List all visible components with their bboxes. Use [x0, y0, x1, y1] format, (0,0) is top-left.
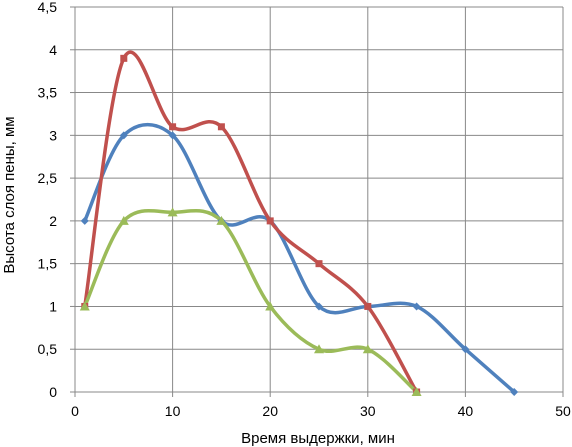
- y-tick-label: 4,5: [38, 0, 58, 15]
- data-point-marker: [411, 387, 422, 396]
- series-line-2: [83, 50, 419, 394]
- y-tick-label: 0,5: [38, 341, 58, 357]
- data-point-marker: [119, 131, 128, 140]
- data-point-marker: [217, 123, 225, 131]
- data-point-marker: [412, 302, 421, 311]
- data-point-marker: [461, 345, 470, 354]
- x-tick-label: 20: [262, 403, 278, 419]
- y-tick-label: 2,5: [38, 170, 58, 186]
- data-point-marker: [167, 207, 178, 217]
- data-point-marker: [79, 301, 90, 311]
- data-point-marker: [120, 54, 128, 62]
- data-point-marker: [118, 215, 129, 225]
- data-point-marker: [364, 302, 372, 310]
- data-point-marker: [510, 388, 519, 396]
- data-point-marker: [315, 302, 323, 311]
- data-point-marker: [265, 301, 276, 311]
- x-tick-label: 30: [360, 403, 376, 419]
- y-tick-label: 4: [49, 42, 57, 58]
- tick-labels: 0 10 20 30 40 50 0 0,5 1 1,5 2 2,5 3 3,5 4 4,5: [38, 0, 571, 419]
- data-point-marker: [216, 215, 227, 225]
- data-point-marker: [169, 123, 177, 131]
- y-tick-label: 3,5: [38, 85, 58, 101]
- x-tick-label: 50: [555, 403, 571, 419]
- y-tick-label: 1,5: [38, 256, 58, 272]
- series-lines: [83, 50, 516, 394]
- y-axis-title: Высота слоя пены, мм: [1, 116, 18, 273]
- y-tick-label: 3: [49, 127, 57, 143]
- grid-lines: [75, 6, 564, 392]
- series-line-3: [83, 208, 419, 394]
- data-point-marker: [362, 344, 373, 354]
- data-point-marker: [266, 217, 274, 225]
- data-point-marker: [315, 260, 323, 268]
- x-tick-label: 40: [458, 403, 474, 419]
- series-markers: [79, 54, 519, 396]
- axes: [70, 6, 564, 397]
- series-line-1: [83, 122, 516, 394]
- y-tick-label: 2: [49, 213, 57, 229]
- data-point-marker: [168, 131, 177, 140]
- y-tick-label: 1: [49, 298, 57, 314]
- x-tick-label: 10: [165, 403, 181, 419]
- data-point-marker: [314, 344, 324, 354]
- data-point-marker: [80, 216, 89, 225]
- x-axis-title: Время выдержки, мин: [241, 430, 395, 447]
- y-tick-label: 0: [49, 384, 57, 400]
- x-tick-label: 0: [71, 403, 79, 419]
